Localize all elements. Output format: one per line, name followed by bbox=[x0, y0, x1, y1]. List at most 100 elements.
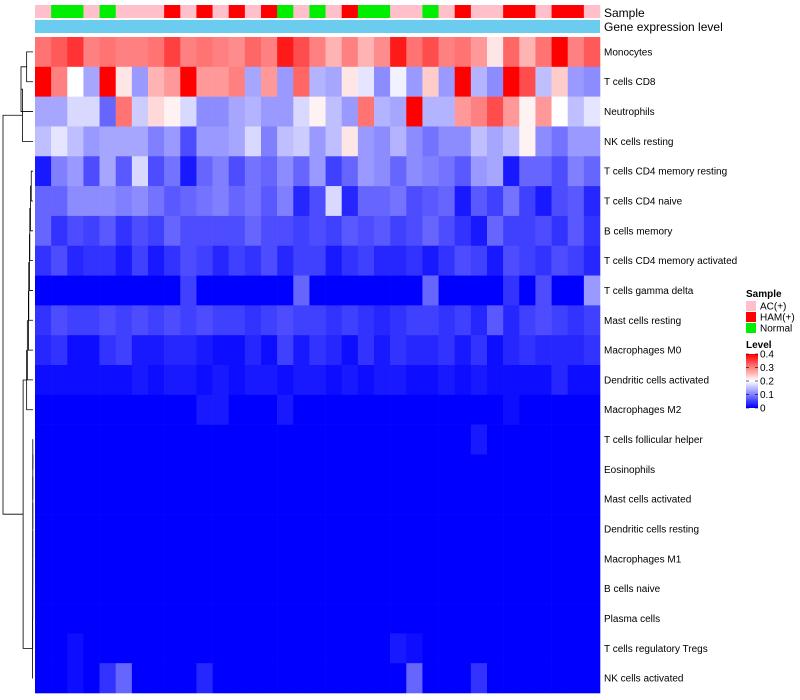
heatmap-cell bbox=[438, 245, 456, 276]
heatmap-cell bbox=[180, 186, 197, 217]
heatmap-cell bbox=[438, 543, 456, 575]
heatmap-cell bbox=[35, 663, 52, 694]
heatmap-cell bbox=[487, 37, 504, 68]
heatmap-cell bbox=[535, 245, 552, 276]
heatmap-cell bbox=[99, 573, 117, 604]
heatmap-cell bbox=[422, 335, 439, 366]
heatmap-cell bbox=[309, 37, 326, 68]
dendrogram-branch bbox=[26, 51, 33, 83]
heatmap-cell bbox=[487, 186, 504, 217]
heatmap-cell bbox=[551, 305, 569, 336]
heatmap-cell bbox=[212, 514, 230, 545]
heatmap-cell bbox=[470, 514, 488, 545]
heatmap-cell bbox=[115, 543, 133, 575]
heatmap-cell bbox=[406, 633, 423, 664]
row-label: T cells CD4 naive bbox=[604, 197, 683, 208]
heatmap-cell bbox=[35, 305, 52, 336]
heatmap-cell bbox=[293, 275, 310, 306]
heatmap-cell bbox=[148, 514, 165, 545]
heatmap-cell bbox=[583, 275, 601, 306]
heatmap-cell bbox=[583, 663, 601, 694]
heatmap-cell bbox=[406, 603, 423, 634]
heatmap-cell bbox=[180, 514, 197, 545]
heatmap-cell bbox=[454, 37, 472, 68]
heatmap-cell bbox=[567, 454, 585, 485]
heatmap-cell bbox=[390, 335, 407, 366]
heatmap-cell bbox=[293, 543, 310, 575]
heatmap-cell bbox=[261, 633, 278, 664]
heatmap-cell bbox=[83, 514, 100, 545]
heatmap-cell bbox=[470, 424, 488, 455]
heatmap-cell bbox=[196, 37, 213, 68]
heatmap-cell bbox=[67, 126, 84, 157]
heatmap-cell bbox=[99, 126, 117, 157]
heatmap-cell bbox=[583, 633, 601, 664]
heatmap-cell bbox=[212, 245, 230, 276]
heatmap-cell bbox=[567, 365, 585, 396]
heatmap-cell bbox=[228, 663, 246, 694]
heatmap-cell bbox=[487, 305, 504, 336]
heatmap-cell bbox=[503, 186, 520, 217]
heatmap-cell bbox=[551, 633, 569, 664]
heatmap-cell bbox=[277, 365, 294, 396]
heatmap-cell bbox=[180, 394, 197, 425]
heatmap-cell bbox=[277, 215, 294, 247]
sample-annotation-cell bbox=[67, 5, 84, 18]
heatmap-cell bbox=[51, 454, 68, 485]
heatmap-cell bbox=[180, 633, 197, 664]
heatmap-cell bbox=[309, 245, 326, 276]
heatmap-cell bbox=[261, 37, 278, 68]
heatmap-cell bbox=[261, 514, 278, 545]
heatmap-cell bbox=[228, 66, 246, 97]
heatmap-cell bbox=[228, 245, 246, 276]
heatmap-cell bbox=[309, 603, 326, 634]
heatmap-cell bbox=[390, 186, 407, 217]
heatmap-cell bbox=[309, 305, 326, 336]
heatmap-cell bbox=[293, 186, 310, 217]
heatmap-cell bbox=[390, 454, 407, 485]
heatmap-cell bbox=[180, 96, 197, 127]
heatmap-cell bbox=[551, 394, 569, 425]
heatmap-cell bbox=[583, 245, 601, 276]
heatmap-cell bbox=[406, 335, 423, 366]
heatmap-cell bbox=[341, 275, 359, 306]
heatmap-cell bbox=[67, 245, 84, 276]
heatmap-cell bbox=[293, 365, 310, 396]
heatmap-cell bbox=[374, 663, 391, 694]
heatmap-cell bbox=[519, 514, 536, 545]
heatmap-cell bbox=[83, 186, 100, 217]
heatmap-cell bbox=[35, 484, 52, 515]
heatmap-cell bbox=[261, 245, 278, 276]
heatmap-cell bbox=[519, 126, 536, 157]
level-tick-label: 0.1 bbox=[760, 390, 774, 401]
heatmap-cell bbox=[99, 335, 117, 366]
heatmap-cell bbox=[131, 424, 149, 455]
heatmap-cell bbox=[35, 603, 52, 634]
heatmap-cell bbox=[261, 603, 278, 634]
sample-annotation-cell bbox=[503, 5, 520, 18]
heatmap-cell bbox=[51, 156, 68, 187]
heatmap-cell bbox=[519, 186, 536, 217]
heatmap-cell bbox=[503, 484, 520, 515]
sample-annotation-cell bbox=[115, 5, 133, 18]
heatmap-cell bbox=[519, 603, 536, 634]
heatmap-cell bbox=[390, 126, 407, 157]
heatmap-cell bbox=[487, 454, 504, 485]
sample-legend-title: Sample bbox=[746, 289, 782, 300]
heatmap-cell bbox=[309, 424, 326, 455]
heatmap-cell bbox=[535, 335, 552, 366]
heatmap-cell bbox=[228, 454, 246, 485]
heatmap-cell bbox=[35, 424, 52, 455]
heatmap-cell bbox=[115, 514, 133, 545]
heatmap-cell bbox=[325, 245, 343, 276]
heatmap-cell bbox=[583, 484, 601, 515]
heatmap-cell bbox=[180, 573, 197, 604]
heatmap-cell bbox=[180, 37, 197, 68]
sample-legend-label: AC(+) bbox=[760, 302, 786, 313]
sample-annotation-cell bbox=[99, 5, 117, 18]
sample-annotation-cell bbox=[551, 5, 569, 18]
heatmap-cell bbox=[212, 484, 230, 515]
heatmap-cell bbox=[374, 126, 391, 157]
heatmap-cell bbox=[390, 96, 407, 127]
heatmap-cell bbox=[293, 66, 310, 97]
